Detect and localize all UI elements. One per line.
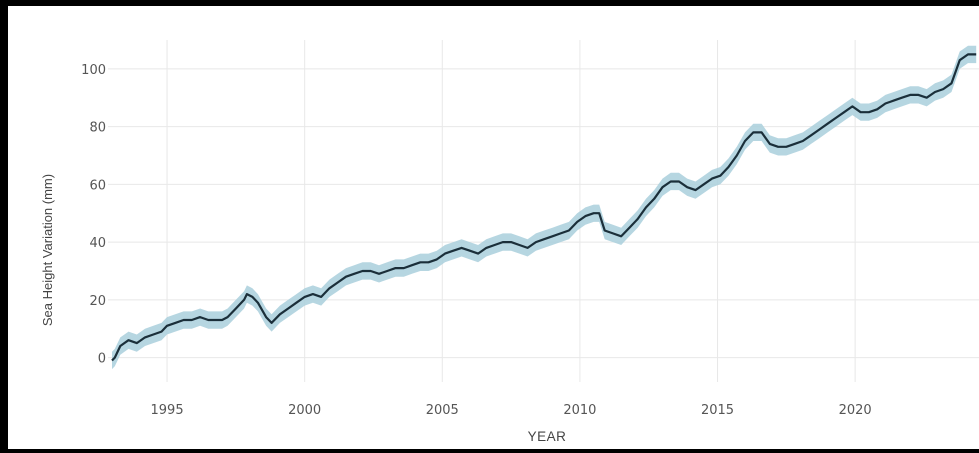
x-tick-label: 2000: [288, 403, 321, 418]
y-tick-label: 0: [98, 352, 106, 367]
x-tick-label: 2020: [839, 403, 872, 418]
gridlines: [108, 40, 979, 382]
x-tick-label: 2010: [563, 403, 596, 418]
y-tick-label: 100: [81, 63, 106, 78]
uncertainty-band: [112, 45, 977, 370]
y-tick-label: 60: [89, 178, 106, 193]
x-tick-label: 2005: [426, 403, 459, 418]
x-axis-ticks: 1995 2000 2005 2010 2015 2020: [151, 403, 872, 418]
sea-level-series-line: [111, 53, 977, 362]
y-tick-label: 20: [89, 294, 106, 309]
x-tick-label: 1995: [151, 403, 184, 418]
y-axis-ticks: 0 20 40 60 80 100: [81, 63, 106, 367]
y-tick-label: 80: [89, 121, 106, 136]
y-axis-title: Sea Height Variation (mm): [40, 174, 55, 326]
x-tick-label: 2015: [701, 403, 734, 418]
x-axis-title: YEAR: [528, 429, 567, 444]
y-tick-label: 40: [89, 236, 106, 251]
